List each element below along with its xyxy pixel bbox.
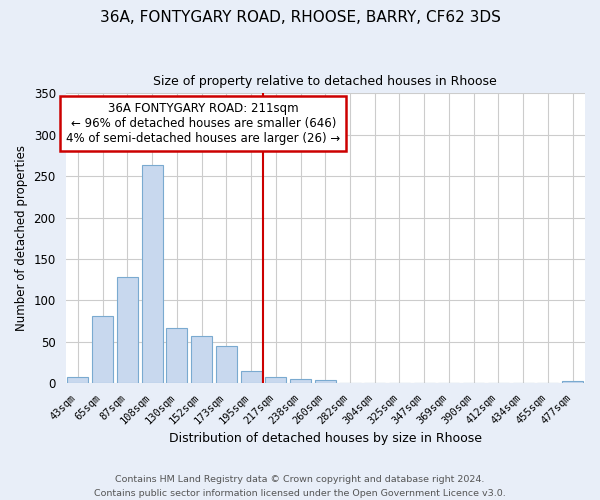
Text: 36A, FONTYGARY ROAD, RHOOSE, BARRY, CF62 3DS: 36A, FONTYGARY ROAD, RHOOSE, BARRY, CF62…: [100, 10, 500, 25]
Text: Contains HM Land Registry data © Crown copyright and database right 2024.
Contai: Contains HM Land Registry data © Crown c…: [94, 476, 506, 498]
Y-axis label: Number of detached properties: Number of detached properties: [15, 145, 28, 331]
Text: 36A FONTYGARY ROAD: 211sqm
← 96% of detached houses are smaller (646)
4% of semi: 36A FONTYGARY ROAD: 211sqm ← 96% of deta…: [66, 102, 340, 145]
Bar: [265, 378, 286, 383]
Bar: [117, 277, 138, 383]
Bar: [315, 380, 336, 383]
Bar: [142, 166, 163, 383]
Bar: [166, 328, 187, 383]
Bar: [241, 370, 262, 383]
Bar: [290, 379, 311, 383]
Bar: [67, 378, 88, 383]
Bar: [562, 382, 583, 383]
Title: Size of property relative to detached houses in Rhoose: Size of property relative to detached ho…: [154, 75, 497, 88]
Bar: [92, 316, 113, 383]
X-axis label: Distribution of detached houses by size in Rhoose: Distribution of detached houses by size …: [169, 432, 482, 445]
Bar: [216, 346, 237, 383]
Bar: [191, 336, 212, 383]
